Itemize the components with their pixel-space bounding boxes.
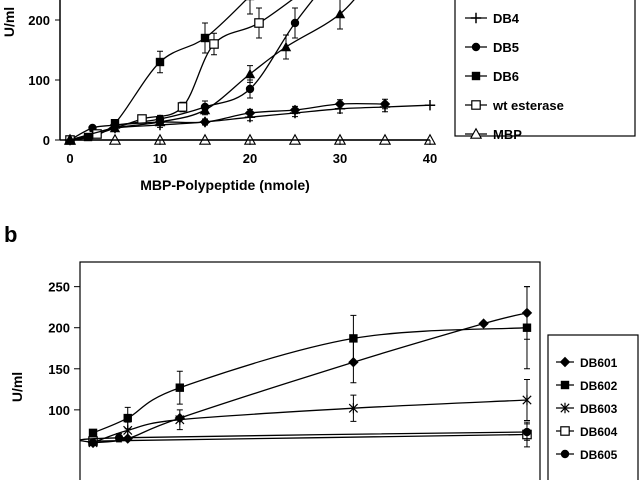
series-unlabeled-5-point bbox=[280, 41, 292, 52]
legend-label-db605: DB605 bbox=[580, 448, 618, 462]
series-wt-esterase-point bbox=[254, 18, 264, 28]
panel-a-x-label: MBP-Polypeptide (nmole) bbox=[140, 177, 310, 193]
series-unlabeled-6-point bbox=[334, 98, 346, 110]
legend-marker-db4 bbox=[470, 12, 482, 24]
panel-b-ticks: 100 150 200 250 bbox=[48, 280, 80, 418]
panel-b-plot-area bbox=[80, 286, 533, 448]
y-tick-label: 150 bbox=[48, 362, 70, 377]
panel-b-y-label: U/ml bbox=[9, 372, 25, 402]
series-db601 bbox=[87, 286, 533, 448]
series-db603-point bbox=[123, 425, 133, 436]
y-tick-label: 0 bbox=[43, 133, 50, 148]
series-db602-point bbox=[175, 383, 185, 392]
legend-marker-db604 bbox=[560, 426, 570, 436]
x-tick-label: 20 bbox=[243, 151, 257, 166]
series-db603-point bbox=[175, 414, 185, 425]
series-db601-point bbox=[478, 318, 489, 329]
series-db605-point bbox=[522, 427, 532, 437]
series-unlabeled-5-point bbox=[244, 68, 256, 79]
legend-label-mbp: MBP bbox=[493, 127, 522, 142]
series-db4-point bbox=[424, 100, 436, 111]
series-unlabeled-6-point bbox=[289, 104, 301, 116]
legend-label-wt-esterase: wt esterase bbox=[492, 98, 564, 113]
series-unlabeled-6-point bbox=[379, 98, 391, 110]
legend-label-db5: DB5 bbox=[493, 40, 519, 55]
panel-a-legend-box bbox=[454, 0, 636, 137]
series-wt-esterase-point bbox=[209, 39, 219, 49]
series-db601-point bbox=[348, 357, 359, 368]
panel-a-y-label: U/ml bbox=[1, 7, 17, 37]
panel-a: 0 10 20 30 40 0 100 200 U/ml MBP-Polypeptide (n… bbox=[1, 0, 636, 193]
series-wt-esterase-point bbox=[177, 102, 188, 112]
y-tick-label: 200 bbox=[28, 13, 50, 28]
legend-marker-db603 bbox=[560, 402, 570, 414]
x-tick-label: 40 bbox=[423, 151, 437, 166]
legend-label-db604: DB604 bbox=[580, 425, 618, 439]
legend-marker-db6 bbox=[471, 71, 481, 81]
legend-marker-db5 bbox=[471, 42, 481, 52]
series-db602-point bbox=[88, 428, 98, 438]
panel-b: b 100 150 200 250 U/ml DB601 DB602 DB603 DB604… bbox=[4, 222, 639, 480]
series-db602 bbox=[88, 286, 532, 438]
y-tick-label: 200 bbox=[48, 321, 70, 336]
y-tick-label: 100 bbox=[28, 73, 50, 88]
x-tick-label: 10 bbox=[153, 151, 167, 166]
panel-a-legend: DB4 DB5 DB6 wt esterase MBP bbox=[454, 0, 636, 142]
series-db605-line bbox=[80, 431, 528, 444]
series-unlabeled-6-point bbox=[199, 116, 211, 128]
series-db602-line bbox=[92, 327, 528, 434]
series-db602-point bbox=[123, 413, 132, 423]
panel-a-ticks: 0 10 20 30 40 0 100 200 bbox=[28, 13, 437, 166]
series-db603-line bbox=[92, 399, 528, 444]
series-db5-point bbox=[290, 18, 300, 28]
series-db601-line bbox=[92, 312, 528, 444]
panel-b-letter: b bbox=[4, 222, 17, 247]
legend-label-db6: DB6 bbox=[493, 69, 519, 84]
series-db603-point bbox=[522, 394, 532, 406]
series-db6-point bbox=[200, 33, 210, 43]
y-tick-label: 250 bbox=[48, 280, 70, 295]
series-unlabeled-5-point bbox=[334, 8, 346, 19]
series-db604-line bbox=[92, 433, 528, 442]
legend-label-db603: DB603 bbox=[580, 402, 618, 416]
legend-label-db601: DB601 bbox=[580, 356, 618, 370]
panel-b-frame bbox=[79, 261, 541, 480]
series-db602-point bbox=[349, 334, 358, 343]
legend-marker-mbp bbox=[469, 127, 483, 139]
series-db603-point bbox=[348, 403, 359, 414]
x-tick-label: 30 bbox=[333, 151, 347, 166]
series-db605-point bbox=[88, 438, 98, 447]
panel-b-legend: DB601 DB602 DB603 DB604 DB605 bbox=[547, 334, 639, 480]
x-tick-label: 0 bbox=[66, 151, 73, 166]
legend-marker-wt-esterase bbox=[471, 100, 481, 110]
legend-marker-db605 bbox=[560, 449, 570, 459]
series-db602-point bbox=[522, 323, 532, 332]
series-unlabeled-6-point bbox=[109, 119, 121, 131]
series-unlabeled-5-point bbox=[199, 104, 211, 115]
y-tick-label: 100 bbox=[48, 403, 70, 418]
series-db605-point bbox=[114, 433, 124, 442]
series-db5-point bbox=[245, 84, 255, 94]
series-wt-esterase-point bbox=[137, 114, 147, 124]
series-db605 bbox=[80, 423, 532, 447]
series-db6-error-bar bbox=[247, 0, 253, 15]
series-db6-point bbox=[83, 132, 93, 142]
legend-label-db4: DB4 bbox=[493, 11, 520, 26]
legend-marker-db601 bbox=[559, 356, 571, 368]
legend-label-db602: DB602 bbox=[580, 379, 618, 393]
legend-marker-db602 bbox=[560, 380, 570, 390]
series-unlabeled-6 bbox=[109, 98, 391, 131]
series-unlabeled-6-point bbox=[244, 107, 256, 119]
series-unlabeled-6-point bbox=[154, 116, 166, 128]
series-db6-point bbox=[155, 57, 165, 67]
panel-a-plot-area bbox=[63, 0, 437, 146]
series-wt-esterase-line bbox=[69, 0, 293, 141]
